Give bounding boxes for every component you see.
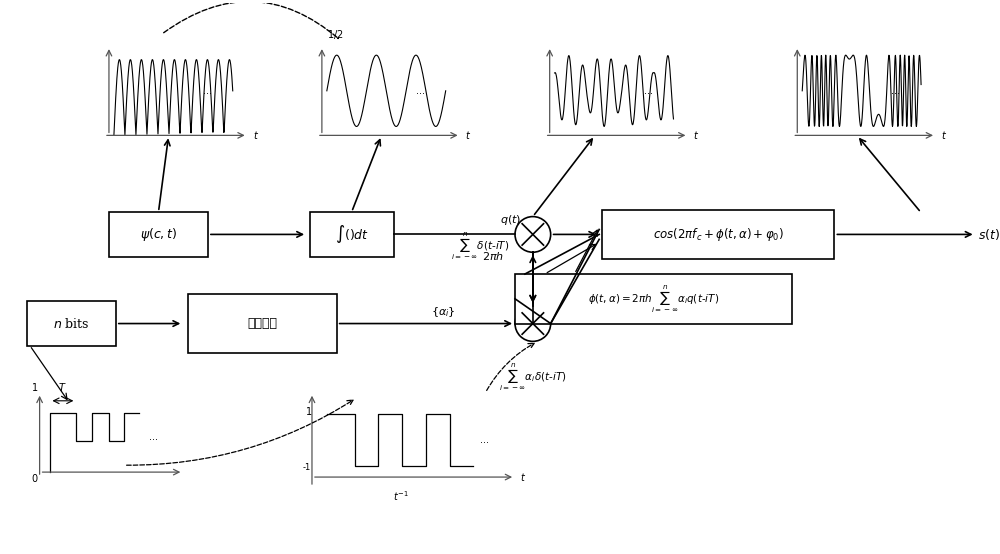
Text: $\{\alpha_i\}$: $\{\alpha_i\}$: [431, 305, 456, 319]
Text: ...: ...: [644, 86, 653, 96]
Text: 1: 1: [32, 383, 38, 393]
Text: $\psi(c,t)$: $\psi(c,t)$: [140, 226, 177, 243]
Text: $t$: $t$: [520, 471, 526, 483]
Text: 1: 1: [306, 407, 312, 417]
Text: $s(t)$: $s(t)$: [978, 227, 1000, 242]
FancyBboxPatch shape: [27, 301, 116, 346]
Text: $cos(2\pi f_c+\phi(t,\alpha)+\varphi_0)$: $cos(2\pi f_c+\phi(t,\alpha)+\varphi_0)$: [653, 226, 784, 243]
Text: ...: ...: [480, 435, 489, 445]
Text: $q(t)$: $q(t)$: [500, 213, 521, 227]
FancyBboxPatch shape: [515, 274, 792, 324]
FancyBboxPatch shape: [310, 212, 394, 257]
Text: ...: ...: [416, 86, 425, 96]
Text: $2\pi h$: $2\pi h$: [482, 250, 504, 262]
Text: ...: ...: [891, 86, 900, 96]
Text: ...: ...: [149, 433, 158, 443]
FancyBboxPatch shape: [188, 294, 337, 353]
Text: $n$ bits: $n$ bits: [53, 316, 90, 331]
Text: -1: -1: [303, 463, 311, 472]
Text: $\sum_{i=-\infty}^{n}\delta(t\text{-}iT)$: $\sum_{i=-\infty}^{n}\delta(t\text{-}iT)…: [451, 230, 510, 262]
Text: $t^{-1}$: $t^{-1}$: [393, 489, 409, 502]
Text: $\int()dt$: $\int()dt$: [335, 223, 369, 245]
Text: 0: 0: [32, 474, 38, 484]
Text: ...: ...: [203, 86, 212, 96]
Text: $t$: $t$: [941, 130, 947, 141]
Text: $1/2$: $1/2$: [327, 28, 343, 42]
FancyBboxPatch shape: [602, 209, 834, 259]
FancyBboxPatch shape: [109, 212, 208, 257]
Text: $\sum_{i=-\infty}^{n}\alpha_i\delta(t\text{-}iT)$: $\sum_{i=-\infty}^{n}\alpha_i\delta(t\te…: [499, 361, 567, 393]
Text: $t$: $t$: [253, 130, 259, 141]
Text: $T$: $T$: [58, 381, 67, 393]
Text: 符号映射: 符号映射: [247, 317, 277, 330]
Text: $t$: $t$: [693, 130, 699, 141]
Text: $\phi(t,\alpha)=2\pi h\sum_{i=-\infty}^{n}\alpha_i q(t\text{-}iT)$: $\phi(t,\alpha)=2\pi h\sum_{i=-\infty}^{…: [588, 283, 719, 315]
FancyArrowPatch shape: [164, 2, 338, 38]
Text: $t$: $t$: [465, 130, 472, 141]
